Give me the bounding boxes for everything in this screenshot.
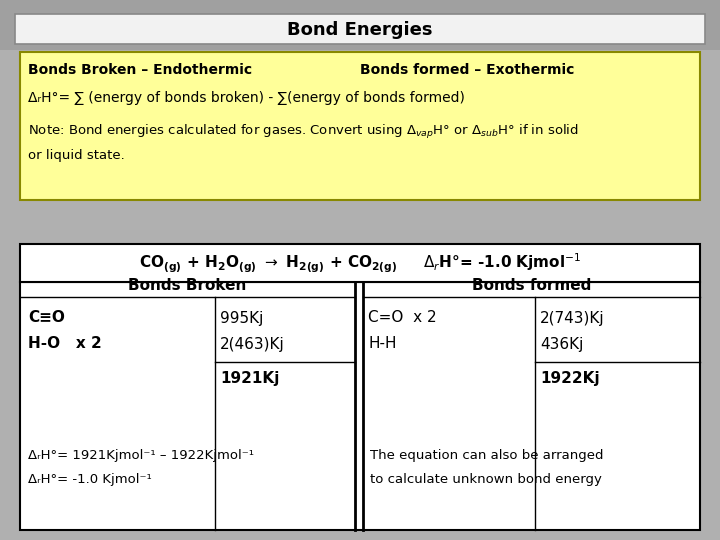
Text: Bonds formed: Bonds formed	[472, 278, 591, 293]
Text: 436Kj: 436Kj	[540, 336, 583, 352]
Bar	[20, 282, 700, 530]
Bar	[20, 244, 700, 282]
Text: or liquid state.: or liquid state.	[28, 150, 125, 163]
Text: 1922Kj: 1922Kj	[540, 370, 600, 386]
Bar	[15, 14, 705, 44]
Text: Bond Energies: Bond Energies	[287, 21, 433, 39]
Text: 2(743)Kj: 2(743)Kj	[540, 310, 605, 326]
Text: The equation can also be arranged: The equation can also be arranged	[370, 449, 603, 462]
Text: 995Kj: 995Kj	[220, 310, 264, 326]
Text: H-H: H-H	[368, 336, 397, 352]
Text: C=O  x 2: C=O x 2	[368, 310, 436, 326]
Text: Bonds Broken: Bonds Broken	[128, 278, 247, 293]
Text: CO$_{\mathregular{(g)}}$ + H$_{\mathregular{2}}$O$_{\mathregular{(g)}}$ $\righta: CO$_{\mathregular{(g)}}$ + H$_{\mathregu…	[139, 251, 581, 275]
Text: Note: Bond energies calculated for gases. Convert using $\Delta_{vap}$H° or $\De: Note: Bond energies calculated for gases…	[28, 123, 579, 141]
Bar	[0, 0, 720, 50]
Bar	[20, 52, 700, 200]
Text: H-O   x 2: H-O x 2	[28, 336, 102, 352]
Text: Bonds Broken – Endothermic: Bonds Broken – Endothermic	[28, 63, 252, 77]
Text: ΔᵣH°= ∑ (energy of bonds broken) - ∑(energy of bonds formed): ΔᵣH°= ∑ (energy of bonds broken) - ∑(ene…	[28, 91, 465, 105]
Text: 2(463)Kj: 2(463)Kj	[220, 336, 284, 352]
Text: Bonds formed – Exothermic: Bonds formed – Exothermic	[360, 63, 575, 77]
Text: C≡O: C≡O	[28, 310, 65, 326]
Text: to calculate unknown bond energy: to calculate unknown bond energy	[370, 474, 602, 487]
Text: 1921Kj: 1921Kj	[220, 370, 279, 386]
Text: ΔᵣH°= 1921Kjmol⁻¹ – 1922Kjmol⁻¹: ΔᵣH°= 1921Kjmol⁻¹ – 1922Kjmol⁻¹	[28, 449, 254, 462]
Text: ΔᵣH°= -1.0 Kjmol⁻¹: ΔᵣH°= -1.0 Kjmol⁻¹	[28, 474, 152, 487]
